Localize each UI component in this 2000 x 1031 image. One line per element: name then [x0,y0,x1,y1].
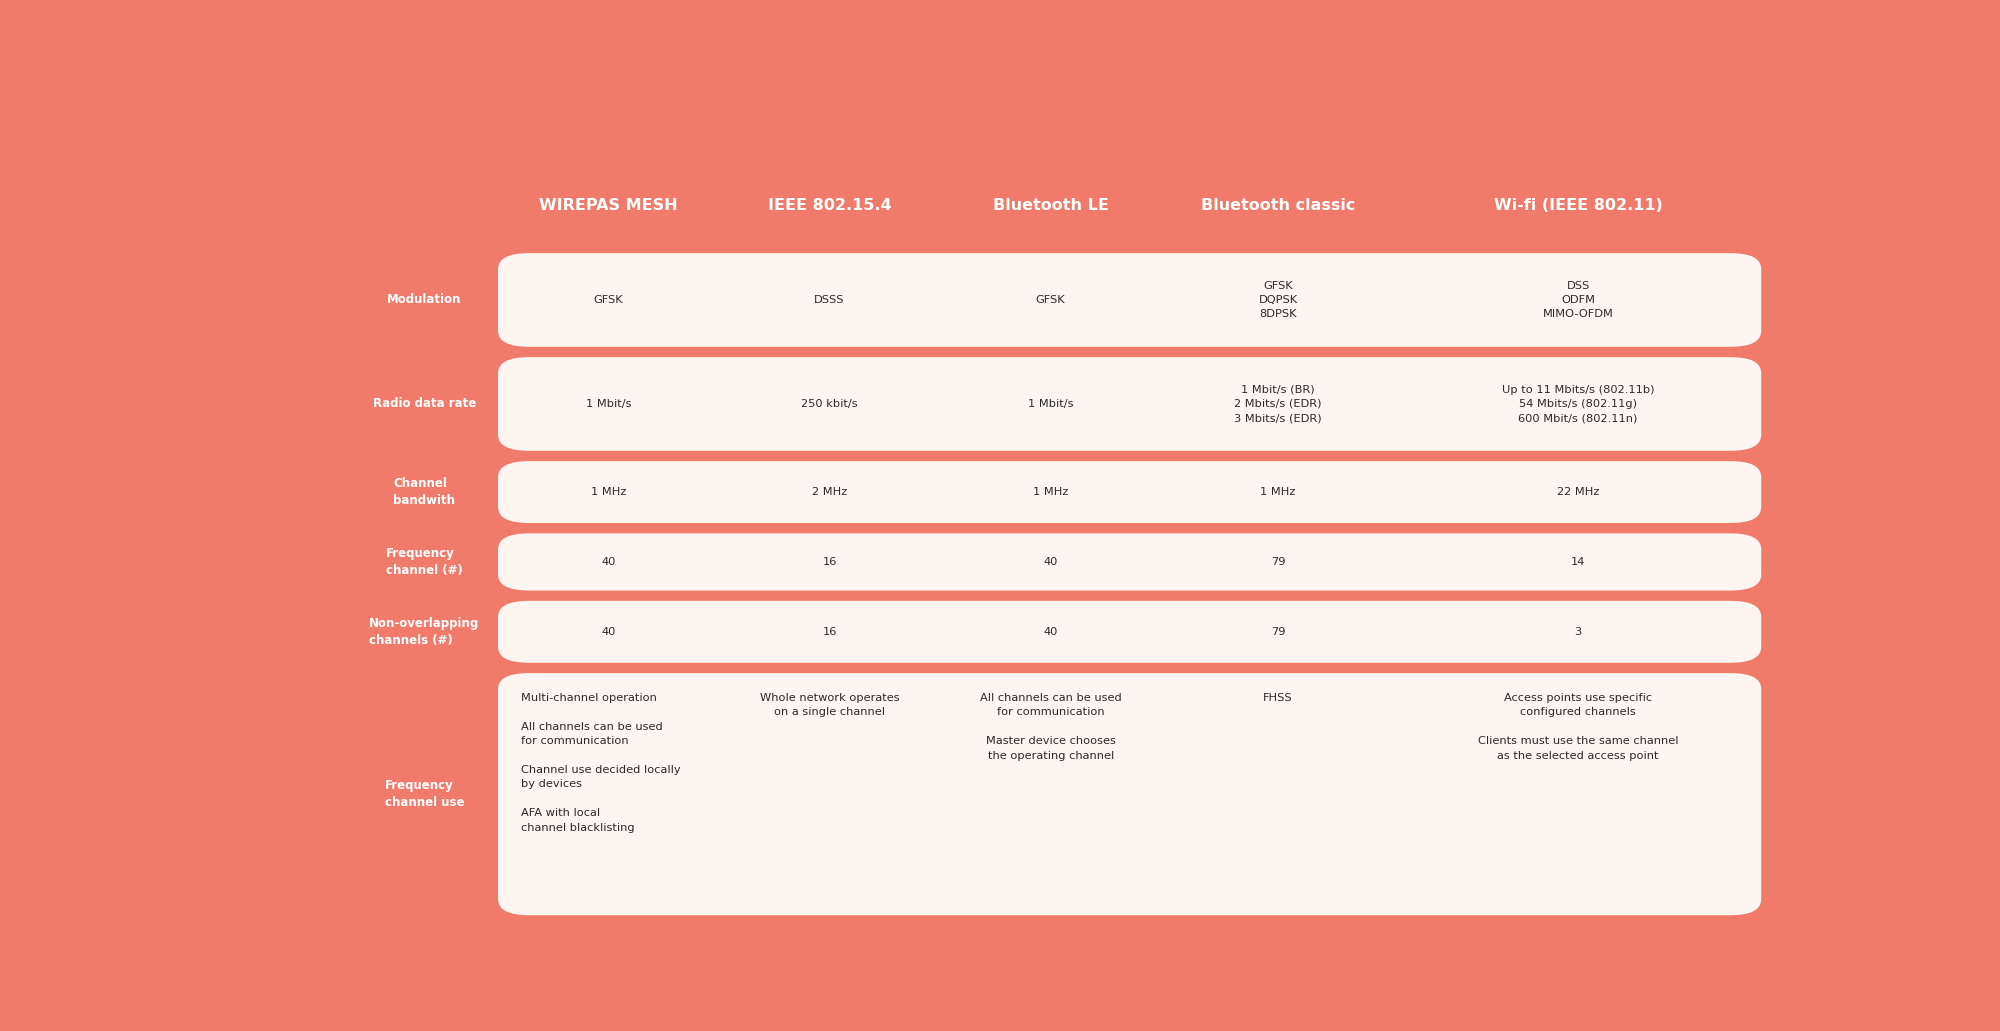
Text: Bluetooth LE: Bluetooth LE [992,198,1108,212]
Text: 40: 40 [602,627,616,637]
Text: 16: 16 [822,557,836,567]
Text: Multi-channel operation

All channels can be used
for communication

Channel use: Multi-channel operation All channels can… [522,693,680,832]
FancyBboxPatch shape [498,673,1762,916]
Text: GFSK: GFSK [1036,295,1066,305]
Text: 79: 79 [1270,627,1286,637]
Text: Bluetooth classic: Bluetooth classic [1200,198,1356,212]
Text: 1 MHz: 1 MHz [590,487,626,497]
Text: WIREPAS MESH: WIREPAS MESH [540,198,678,212]
FancyBboxPatch shape [498,461,1762,523]
Text: Wi-fi (IEEE 802.11): Wi-fi (IEEE 802.11) [1494,198,1662,212]
Text: 2 MHz: 2 MHz [812,487,848,497]
Text: 1 Mbit/s: 1 Mbit/s [1028,399,1074,409]
Text: 3: 3 [1574,627,1582,637]
Text: 79: 79 [1270,557,1286,567]
Text: 1 MHz: 1 MHz [1260,487,1296,497]
Text: IEEE 802.15.4: IEEE 802.15.4 [768,198,892,212]
Text: 16: 16 [822,627,836,637]
Text: DSSS: DSSS [814,295,844,305]
Text: Access points use specific
configured channels

Clients must use the same channe: Access points use specific configured ch… [1478,693,1678,761]
Text: All channels can be used
for communication

Master device chooses
the operating : All channels can be used for communicati… [980,693,1122,761]
Text: Frequency
channel (#): Frequency channel (#) [386,546,462,577]
Text: GFSK
DQPSK
8DPSK: GFSK DQPSK 8DPSK [1258,280,1298,320]
Text: 40: 40 [602,557,616,567]
Text: Up to 11 Mbits/s (802.11b)
54 Mbits/s (802.11g)
600 Mbit/s (802.11n): Up to 11 Mbits/s (802.11b) 54 Mbits/s (8… [1502,385,1654,424]
Text: 250 kbit/s: 250 kbit/s [802,399,858,409]
Text: Non-overlapping
channels (#): Non-overlapping channels (#) [370,617,480,646]
Text: FHSS: FHSS [1264,693,1292,703]
Text: 14: 14 [1570,557,1586,567]
Text: 1 MHz: 1 MHz [1032,487,1068,497]
Text: Channel
bandwith: Channel bandwith [394,477,456,507]
Text: 22 MHz: 22 MHz [1556,487,1600,497]
Text: Radio data rate: Radio data rate [372,398,476,410]
FancyBboxPatch shape [498,601,1762,663]
Text: 40: 40 [1044,627,1058,637]
FancyBboxPatch shape [498,254,1762,346]
Text: Modulation: Modulation [388,294,462,306]
FancyBboxPatch shape [498,533,1762,591]
FancyBboxPatch shape [498,357,1762,451]
Text: 1 Mbit/s: 1 Mbit/s [586,399,632,409]
Text: 1 Mbit/s (BR)
2 Mbits/s (EDR)
3 Mbits/s (EDR): 1 Mbit/s (BR) 2 Mbits/s (EDR) 3 Mbits/s … [1234,385,1322,424]
Text: DSS
ODFM
MIMO-OFDM: DSS ODFM MIMO-OFDM [1542,280,1614,320]
Text: Frequency
channel use: Frequency channel use [384,779,464,809]
Text: Whole network operates
on a single channel: Whole network operates on a single chann… [760,693,900,718]
Text: 40: 40 [1044,557,1058,567]
Text: GFSK: GFSK [594,295,624,305]
